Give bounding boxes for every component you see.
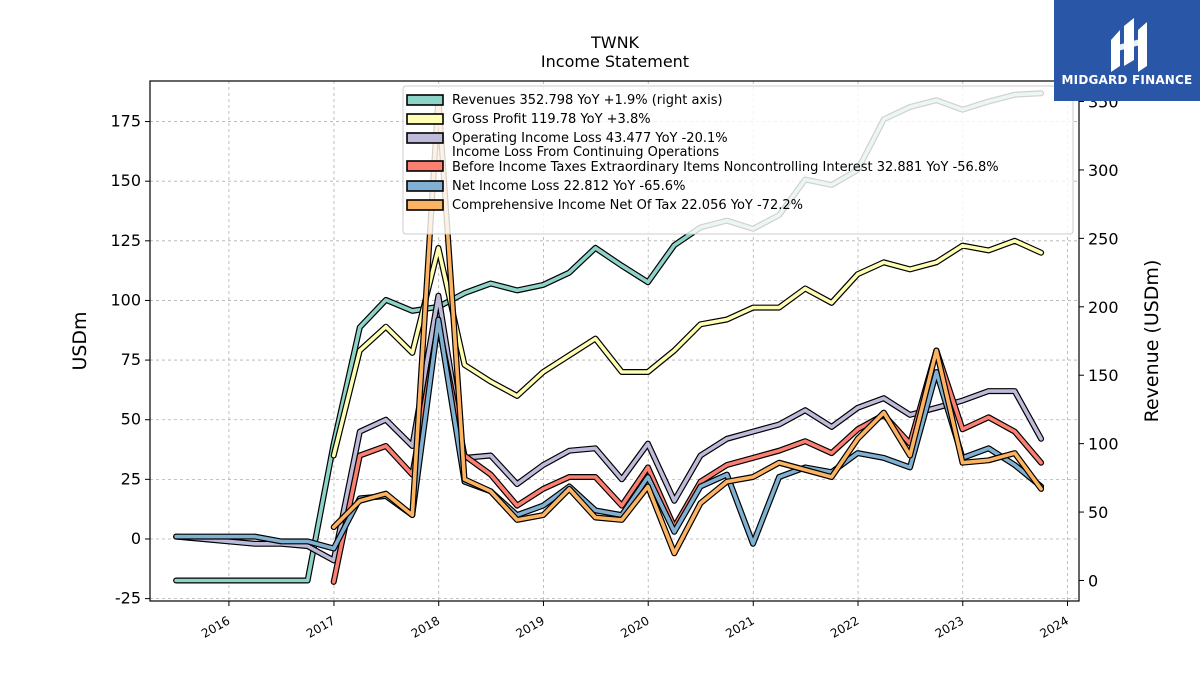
x-tick-label: 2024 [1038, 613, 1071, 640]
legend-label: Income Loss From Continuing Operations Be… [452, 145, 999, 175]
series-line-operating-income-loss [174, 293, 1043, 563]
legend-swatch [406, 113, 444, 125]
brand-logo: MIDGARD FINANCE [1054, 0, 1200, 101]
y-tick-label-left: 150 [110, 171, 141, 190]
y-tick-label-left: 125 [110, 231, 141, 250]
chart-title: TWNK [590, 33, 640, 52]
y-tick-label-right: 200 [1088, 298, 1119, 317]
y-tick-label-right: 150 [1088, 366, 1119, 385]
y-tick-label-right: 100 [1088, 435, 1119, 454]
y-tick-label-left: 175 [110, 112, 141, 131]
y-tick-label-left: 75 [121, 350, 141, 369]
x-tick-label: 2023 [933, 613, 966, 640]
series-line-net-income-loss [174, 317, 1043, 551]
x-tick-label: 2017 [304, 613, 337, 640]
y-tick-label-left: -25 [115, 589, 141, 608]
y-tick-label-left: 100 [110, 290, 141, 309]
legend-box [402, 85, 1074, 235]
legend-swatch [406, 199, 444, 211]
x-tick-label: 2019 [514, 613, 547, 640]
y-axis-label-right: Revenue (USDm) [1141, 260, 1163, 423]
x-tick-label: 2020 [618, 613, 651, 640]
legend-label: Comprehensive Income Net Of Tax 22.056 Y… [452, 198, 803, 213]
legend-swatch [406, 180, 444, 192]
plot-frame [149, 80, 1080, 602]
x-axis: 2016 2017 2018 2019 2020 2021 2022 2023 2024 [199, 601, 1071, 641]
legend-swatch [406, 132, 444, 144]
x-tick-label: 2016 [199, 613, 232, 640]
y-tick-label-left: 50 [121, 410, 141, 429]
legend-label: Operating Income Loss 43.477 YoY -20.1% [452, 131, 728, 146]
y-tick-label-right: 300 [1088, 161, 1119, 180]
legend-label-line: Before Income Taxes Extraordinary Items … [452, 160, 999, 175]
left-y-axis: -25 0 25 50 75 100 125 150 175 [110, 112, 150, 608]
y-axis-label-left: USDm [69, 311, 91, 370]
legend-label: Net Income Loss 22.812 YoY -65.6% [452, 179, 685, 194]
x-tick-label: 2018 [409, 613, 442, 640]
x-tick-label: 2022 [828, 613, 861, 640]
y-tick-label-right: 250 [1088, 229, 1119, 248]
x-tick-label: 2021 [723, 613, 756, 640]
legend: Revenues 352.798 YoY +1.9% (right axis) G… [402, 85, 1074, 235]
legend-label-line: Gross Profit 119.78 YoY +3.8% [452, 112, 651, 127]
y-tick-label-right: 50 [1088, 503, 1108, 522]
legend-label-line: Income Loss From Continuing Operations [452, 145, 719, 160]
chart-subtitle: Income Statement [541, 52, 689, 71]
legend-label-line: Revenues 352.798 YoY +1.9% (right axis) [452, 93, 723, 108]
y-tick-label-right: 0 [1088, 571, 1098, 590]
legend-swatch [406, 160, 444, 172]
legend-label-line: Operating Income Loss 43.477 YoY -20.1% [452, 131, 728, 146]
legend-label: Revenues 352.798 YoY +1.9% (right axis) [452, 93, 723, 108]
y-tick-label-left: 0 [131, 529, 141, 548]
y-tick-label-left: 25 [121, 469, 141, 488]
legend-label-line: Net Income Loss 22.812 YoY -65.6% [452, 179, 685, 194]
legend-label: Gross Profit 119.78 YoY +3.8% [452, 112, 651, 127]
series-line-comprehensive-income-net-of-tax [331, 95, 1043, 556]
legend-label-line: Comprehensive Income Net Of Tax 22.056 Y… [452, 198, 803, 213]
legend-swatch [406, 94, 444, 106]
brand-name: MIDGARD FINANCE [1061, 73, 1193, 87]
series-lines [173, 90, 1045, 585]
midgard-logo-icon [1111, 18, 1147, 72]
